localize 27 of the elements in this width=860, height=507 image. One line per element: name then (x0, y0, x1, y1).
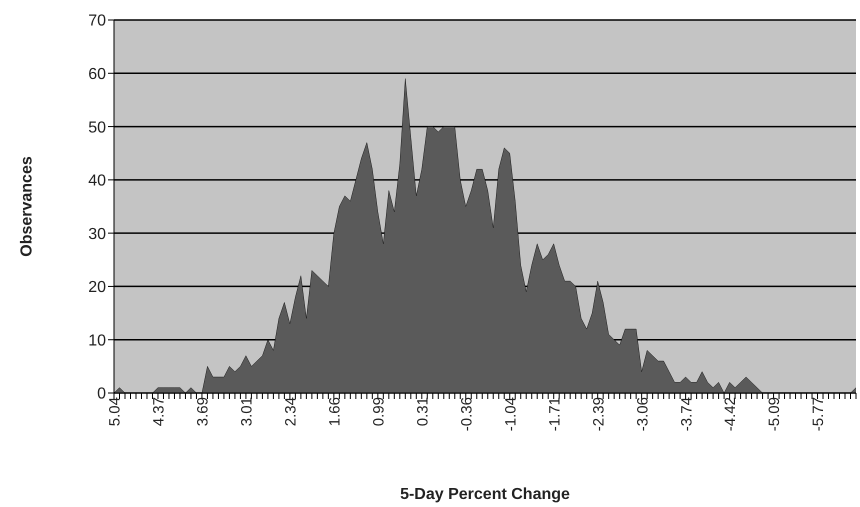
x-tick-label: -2.39 (590, 397, 608, 432)
y-tick-label: 30 (88, 226, 106, 243)
x-tick-label: 5.04 (106, 397, 124, 426)
x-tick-label: -3.06 (634, 397, 652, 432)
y-tick-label: 0 (97, 386, 106, 403)
x-tick-label: -0.36 (458, 397, 476, 432)
x-tick-label: -3.74 (678, 397, 696, 432)
x-tick-label: 0.31 (414, 397, 432, 426)
y-tick-label: 20 (88, 279, 106, 296)
x-tick-label: 3.69 (194, 397, 212, 426)
x-tick-label: -1.04 (502, 397, 520, 432)
y-tick-label: 10 (88, 332, 106, 350)
x-tick-label: -1.71 (546, 397, 564, 432)
x-tick-label: -5.77 (810, 397, 828, 432)
y-tick-label: 50 (88, 119, 106, 136)
x-tick-label: 4.37 (150, 397, 168, 426)
x-axis-title: 5-Day Percent Change (400, 486, 570, 503)
x-tick-label: 1.66 (326, 397, 344, 426)
x-tick-label: -5.09 (766, 397, 784, 432)
x-tick-label: 3.01 (238, 397, 256, 426)
y-tick-label: 60 (88, 66, 106, 83)
y-axis-title: Observances (18, 156, 36, 257)
x-tick-label: -4.42 (722, 397, 740, 432)
x-tick-label: 2.34 (282, 397, 300, 426)
x-tick-label: 0.99 (370, 397, 388, 426)
y-tick-label: 70 (88, 12, 106, 30)
y-tick-label: 40 (88, 172, 106, 190)
